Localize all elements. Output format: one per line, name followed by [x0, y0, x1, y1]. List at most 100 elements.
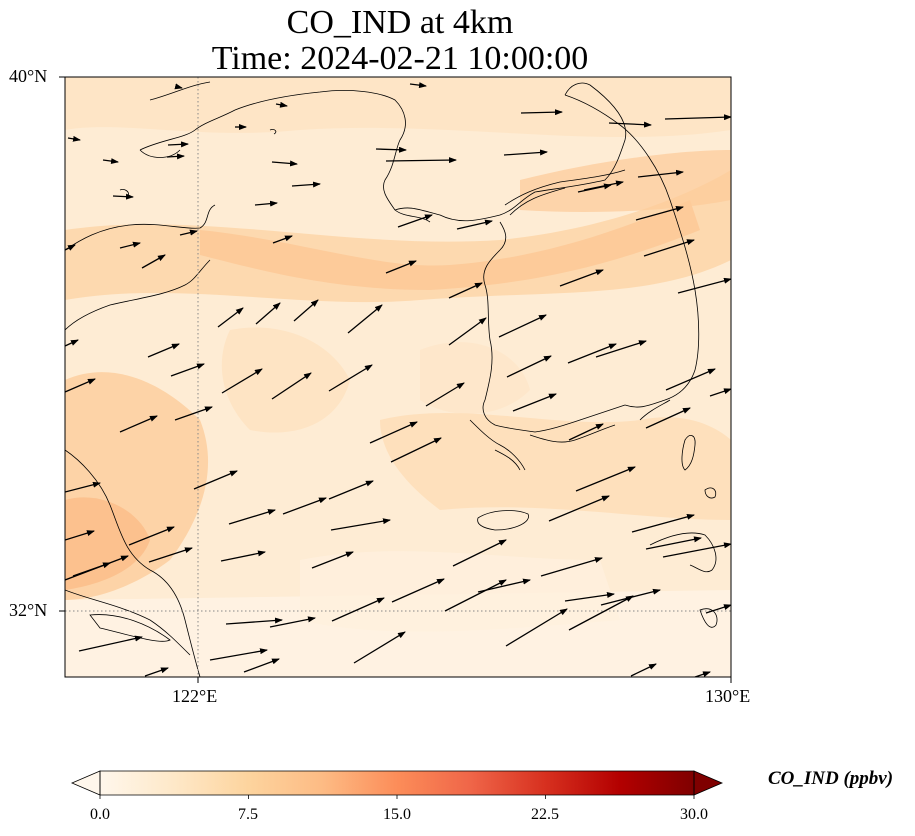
figure-title-line2: Time: 2024-02-21 10:00:00: [211, 40, 589, 77]
wind-vector-arrow: [72, 562, 111, 577]
wind-vector-arrow: [568, 595, 634, 631]
axis-tick-marks: [59, 76, 732, 683]
wind-vector-arrow: [148, 547, 193, 563]
wind-vector-arrow: [179, 229, 198, 236]
wind-vector-arrow: [559, 269, 604, 287]
lat-tick-32n: 32°N: [9, 600, 48, 620]
wind-vector-arrow: [282, 497, 327, 515]
wind-vector-arrow: [347, 304, 383, 334]
colorbar-tick-label: 0.0: [90, 806, 110, 823]
concentration-field: [65, 77, 731, 677]
wind-vector-arrow: [520, 109, 563, 116]
wind-vector-arrow: [65, 378, 96, 393]
wind-vector-arrow: [255, 302, 281, 325]
wind-vector-arrow: [166, 153, 185, 160]
wind-vector-arrow: [209, 648, 268, 661]
wind-vector-arrow: [568, 423, 604, 441]
wind-vector-arrow: [102, 158, 119, 165]
wind-vector-arrow: [505, 608, 568, 647]
wind-vector-arrow: [217, 307, 244, 328]
wind-vector-arrow: [425, 382, 465, 407]
wind-vector-arrow: [564, 592, 615, 602]
wind-vector-arrow: [221, 368, 263, 394]
wind-vector-arrow: [65, 244, 76, 251]
wind-vector-arrow: [595, 340, 647, 358]
wind-vector-arrow: [512, 393, 557, 412]
colorbar-tick-label: 30.0: [680, 806, 708, 823]
wind-vector-arrow: [397, 214, 433, 228]
wind-vector-arrow: [540, 557, 603, 577]
wind-vector-arrow: [144, 667, 169, 677]
wind-vector-arrow: [275, 101, 288, 108]
wind-vector-arrow: [112, 193, 134, 200]
wind-vector-arrow: [293, 299, 319, 322]
wind-vector-arrow: [67, 135, 81, 142]
wind-vector-arrow: [503, 149, 548, 156]
wind-vector-arrow: [170, 363, 205, 377]
wind-vector-arrow: [228, 509, 276, 525]
lon-tick-130e: 130°E: [705, 686, 751, 706]
wind-vector-arrow: [643, 239, 695, 257]
gridlines: [65, 77, 731, 677]
figure-title-line1: CO_IND at 4km: [286, 4, 514, 41]
colorbar-extend-max: [693, 770, 724, 796]
wind-vector-arrow: [548, 495, 610, 522]
colorbar-tick-label: 7.5: [238, 806, 258, 823]
wind-vector-arrow: [583, 180, 624, 191]
wind-vector-arrow: [174, 406, 213, 421]
wind-vector-arrow: [635, 205, 684, 221]
wind-vector-arrow: [409, 82, 427, 89]
colorbar-title: CO_IND (ppbv): [768, 768, 894, 789]
wind-vector-arrow: [254, 200, 278, 207]
wind-vector-arrow: [567, 343, 617, 364]
wind-vector-arrow: [452, 539, 507, 567]
wind-vector-arrow: [353, 631, 406, 664]
wind-vector-arrow: [328, 364, 373, 392]
wind-vector-arrow: [141, 254, 166, 269]
wind-vector-arrow: [600, 588, 661, 606]
colorbar: [70, 770, 724, 799]
wind-vector-arrow: [630, 663, 657, 677]
wind-vector-arrow: [390, 437, 442, 463]
map-plot-area: [65, 77, 731, 677]
wind-vector-arrow: [174, 83, 183, 90]
wind-vector-arrow: [330, 518, 391, 531]
colorbar-tick-label: 22.5: [531, 806, 559, 823]
wind-vector-arrow: [477, 578, 531, 593]
wind-vector-arrow: [167, 141, 189, 148]
wind-vector-arrow: [444, 579, 507, 612]
wind-vector-arrow: [456, 219, 493, 230]
lon-tick-122e: 122°E: [172, 686, 218, 706]
wind-vector-arrow: [65, 481, 101, 493]
lat-tick-40n: 40°N: [9, 66, 48, 86]
wind-vector-arrow: [369, 421, 418, 444]
wind-vector-arrow: [128, 526, 175, 546]
wind-vector-arrow: [448, 317, 487, 346]
wind-vector-arrow: [375, 146, 407, 153]
wind-vector-arrow: [119, 415, 158, 433]
wind-vector-arrow: [498, 314, 547, 338]
wind-vector-arrow: [65, 530, 95, 541]
wind-vector-arrow: [147, 343, 180, 358]
wind-vector-arrow: [272, 235, 293, 244]
wind-vector-arrow: [665, 368, 716, 391]
wind-vector-arrow: [709, 388, 731, 397]
wind-vector-arrow: [694, 671, 711, 677]
wind-vector-arrow: [448, 282, 483, 299]
coastlines: [65, 81, 718, 677]
wind-vector-arrow: [385, 260, 417, 274]
wind-vector-arrow: [225, 617, 283, 625]
wind-vector-arrow: [269, 616, 316, 628]
wind-vector-arrow: [271, 372, 312, 400]
wind-vector-arrow: [575, 466, 636, 492]
wind-vector-arrow: [193, 470, 238, 490]
wind-vector-arrow: [662, 542, 731, 558]
wind-vector-arrow: [385, 157, 457, 164]
wind-vector-arrow: [119, 241, 141, 249]
map-frame: [64, 76, 732, 678]
wind-vector-arrow: [243, 658, 280, 673]
wind-vector-arrow: [391, 578, 445, 603]
wind-vector-arrow: [705, 604, 731, 614]
wind-vector-arrow: [78, 635, 143, 652]
